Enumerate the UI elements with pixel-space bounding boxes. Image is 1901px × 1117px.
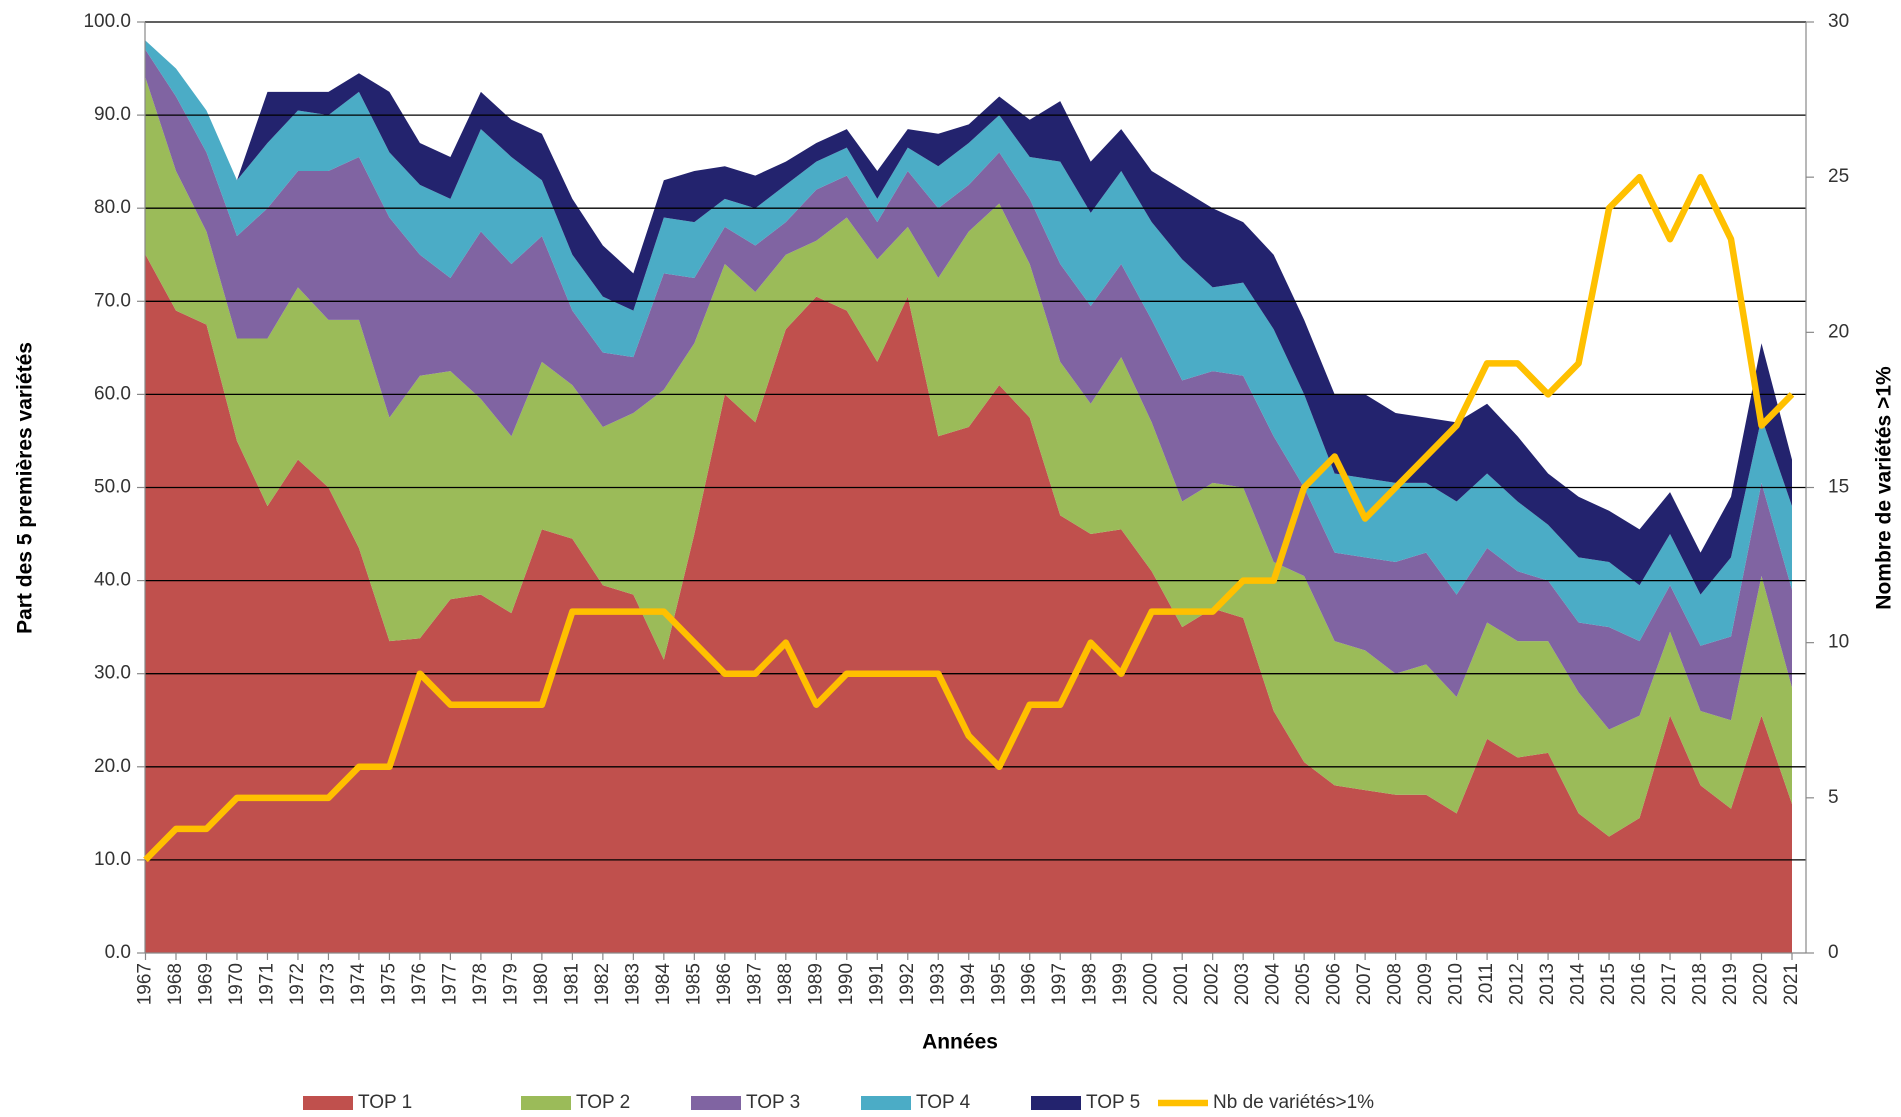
y-tick-label: 80.0 xyxy=(94,197,131,218)
x-tick-label: 1982 xyxy=(592,963,613,1005)
x-tick-label: 1989 xyxy=(805,963,826,1005)
x-tick-label: 1971 xyxy=(256,963,277,1005)
x-tick-label: 1998 xyxy=(1080,963,1101,1005)
x-tick-label: 2001 xyxy=(1171,963,1192,1005)
legend-label: TOP 3 xyxy=(746,1092,800,1113)
x-tick-label: 1978 xyxy=(470,963,491,1005)
x-tick-label: 2013 xyxy=(1537,963,1558,1005)
x-tick-label: 2006 xyxy=(1324,963,1345,1005)
x-tick-label: 2020 xyxy=(1751,963,1772,1005)
x-tick-label: 1976 xyxy=(409,963,430,1005)
legend-swatch xyxy=(521,1096,571,1110)
x-tick-label: 1987 xyxy=(744,963,765,1005)
x-tick-label: 1975 xyxy=(378,963,399,1005)
x-tick-label: 2009 xyxy=(1415,963,1436,1005)
x-tick-label: 1968 xyxy=(165,963,186,1005)
x-tick-label: 1992 xyxy=(897,963,918,1005)
x-axis-title: Années xyxy=(922,1031,998,1054)
y2-tick-label: 0 xyxy=(1828,942,1839,963)
legend-swatch xyxy=(303,1096,353,1110)
x-tick-label: 2008 xyxy=(1385,963,1406,1005)
x-tick-label: 1979 xyxy=(500,963,521,1005)
y-axis-title: Part des 5 premières variétés xyxy=(14,342,37,634)
x-tick-label: 1999 xyxy=(1110,963,1131,1005)
y-tick-label: 60.0 xyxy=(94,383,131,404)
x-tick-label: 2014 xyxy=(1568,963,1589,1006)
legend-label: TOP 2 xyxy=(576,1092,630,1113)
y-tick-label: 0.0 xyxy=(105,942,131,963)
x-tick-label: 1997 xyxy=(1049,963,1070,1005)
legend-label: TOP 4 xyxy=(916,1092,971,1113)
x-tick-label: 1988 xyxy=(775,963,796,1005)
area xyxy=(145,40,1792,646)
y-tick-label: 10.0 xyxy=(94,849,131,870)
x-tick-label: 2015 xyxy=(1598,963,1619,1005)
x-tick-label: 2019 xyxy=(1720,963,1741,1005)
x-tick-label: 2011 xyxy=(1476,963,1497,1004)
x-tick-label: 2004 xyxy=(1263,963,1284,1006)
x-tick-label: 1995 xyxy=(988,963,1009,1005)
y-tick-label: 20.0 xyxy=(94,756,131,777)
y2-tick-label: 30 xyxy=(1828,11,1849,32)
y2-tick-label: 15 xyxy=(1828,477,1849,498)
area xyxy=(145,77,1792,837)
x-tick-label: 1970 xyxy=(226,963,247,1005)
x-tick-label: 2018 xyxy=(1690,963,1711,1005)
x-tick-label: 1967 xyxy=(135,963,156,1005)
x-tick-label: 2010 xyxy=(1446,963,1467,1005)
y2-axis-title: Nombre de variétés >1% xyxy=(1873,366,1896,610)
x-tick-label: 1986 xyxy=(714,963,735,1005)
y-tick-label: 50.0 xyxy=(94,477,131,498)
x-tick-label: 1985 xyxy=(683,963,704,1005)
line xyxy=(143,173,1795,863)
x-tick-label: 1973 xyxy=(317,963,338,1005)
x-tick-label: 1994 xyxy=(958,963,979,1006)
y-tick-label: 100.0 xyxy=(83,11,131,32)
area xyxy=(145,254,1792,953)
x-tick-label: 2017 xyxy=(1659,963,1680,1005)
y-tick-label: 90.0 xyxy=(94,104,131,125)
x-tick-label: 2005 xyxy=(1293,963,1314,1005)
x-tick-label: 2007 xyxy=(1354,963,1375,1005)
y-tick-label: 40.0 xyxy=(94,570,131,591)
y-tick-label: 70.0 xyxy=(94,290,131,311)
x-tick-label: 1993 xyxy=(927,963,948,1005)
x-tick-label: 1980 xyxy=(531,963,552,1005)
y2-tick-label: 10 xyxy=(1828,632,1849,653)
x-tick-label: 1974 xyxy=(348,963,369,1006)
x-tick-label: 2000 xyxy=(1141,963,1162,1005)
x-tick-label: 1972 xyxy=(287,963,308,1005)
x-tick-label: 1991 xyxy=(866,963,887,1005)
legend-label: TOP 1 xyxy=(358,1092,412,1113)
x-tick-label: 1969 xyxy=(195,963,216,1005)
x-tick-label: 2012 xyxy=(1507,963,1528,1005)
y2-tick-label: 25 xyxy=(1828,166,1849,187)
x-tick-label: 2016 xyxy=(1629,963,1650,1005)
y-tick-label: 30.0 xyxy=(94,663,131,684)
y2-tick-label: 5 xyxy=(1828,787,1839,808)
x-tick-label: 1977 xyxy=(439,963,460,1005)
legend-label: TOP 5 xyxy=(1086,1092,1140,1113)
area xyxy=(145,40,1792,595)
x-tick-label: 1984 xyxy=(653,963,674,1006)
area xyxy=(145,49,1792,730)
y2-tick-label: 20 xyxy=(1828,321,1849,342)
x-tick-label: 2002 xyxy=(1202,963,1223,1005)
x-tick-label: 1983 xyxy=(622,963,643,1005)
x-tick-label: 2021 xyxy=(1781,963,1802,1005)
legend-swatch xyxy=(691,1096,741,1110)
x-tick-label: 1996 xyxy=(1019,963,1040,1005)
legend-swatch xyxy=(861,1096,911,1110)
x-tick-label: 1990 xyxy=(836,963,857,1005)
x-tick-label: 1981 xyxy=(561,963,582,1005)
legend-swatch xyxy=(1031,1096,1081,1110)
x-tick-label: 2003 xyxy=(1232,963,1253,1005)
legend-label: Nb de variétés>1% xyxy=(1213,1092,1374,1113)
